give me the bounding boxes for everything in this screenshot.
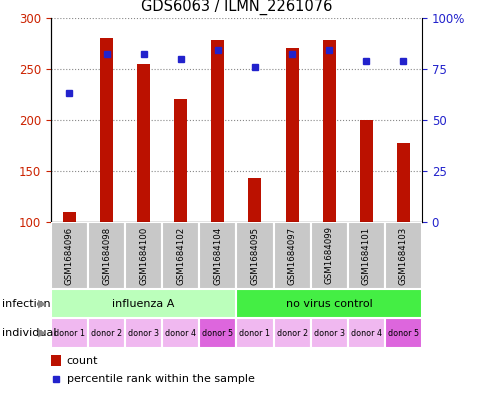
Text: ▶: ▶ — [37, 299, 46, 309]
Bar — [273, 222, 310, 289]
Bar — [137, 64, 150, 222]
Bar — [199, 318, 236, 348]
Text: GSM1684103: GSM1684103 — [398, 226, 407, 285]
Bar — [236, 318, 273, 348]
Text: donor 1: donor 1 — [54, 329, 85, 338]
Bar — [273, 318, 310, 348]
Bar — [125, 318, 162, 348]
Bar — [236, 222, 273, 289]
Text: GSM1684097: GSM1684097 — [287, 226, 296, 285]
Bar — [359, 120, 372, 222]
Bar — [51, 318, 88, 348]
Text: infection: infection — [2, 299, 51, 309]
Text: GSM1684101: GSM1684101 — [361, 226, 370, 285]
Bar — [347, 318, 384, 348]
Bar — [63, 212, 76, 222]
Bar — [248, 178, 261, 222]
Bar — [125, 222, 162, 289]
Text: GSM1684098: GSM1684098 — [102, 226, 111, 285]
Bar — [310, 222, 347, 289]
Text: influenza A: influenza A — [112, 299, 175, 309]
Bar — [199, 222, 236, 289]
Text: GSM1684095: GSM1684095 — [250, 226, 259, 285]
Title: GDS6063 / ILMN_2261076: GDS6063 / ILMN_2261076 — [140, 0, 332, 15]
Bar — [211, 40, 224, 222]
Bar — [100, 38, 113, 222]
Bar — [162, 222, 199, 289]
Text: GSM1684096: GSM1684096 — [65, 226, 74, 285]
Bar — [51, 289, 236, 318]
Text: donor 4: donor 4 — [165, 329, 196, 338]
Text: donor 2: donor 2 — [91, 329, 122, 338]
Bar — [310, 318, 347, 348]
Bar — [162, 318, 199, 348]
Bar — [384, 318, 421, 348]
Bar — [236, 289, 421, 318]
Text: ▶: ▶ — [37, 328, 46, 338]
Bar — [88, 318, 125, 348]
Text: percentile rank within the sample: percentile rank within the sample — [66, 374, 254, 384]
Text: donor 3: donor 3 — [128, 329, 159, 338]
Bar — [285, 48, 298, 222]
Bar — [51, 222, 88, 289]
Text: donor 1: donor 1 — [239, 329, 270, 338]
Text: GSM1684102: GSM1684102 — [176, 226, 185, 285]
Text: GSM1684099: GSM1684099 — [324, 226, 333, 285]
Text: count: count — [66, 356, 98, 366]
Bar — [347, 222, 384, 289]
Text: donor 2: donor 2 — [276, 329, 307, 338]
Text: donor 5: donor 5 — [202, 329, 233, 338]
Bar — [396, 143, 409, 222]
Bar — [174, 99, 187, 222]
Text: individual: individual — [2, 328, 57, 338]
Text: donor 4: donor 4 — [350, 329, 381, 338]
Bar — [88, 222, 125, 289]
Bar — [384, 222, 421, 289]
Bar — [322, 40, 335, 222]
Text: no virus control: no virus control — [285, 299, 372, 309]
Text: GSM1684100: GSM1684100 — [139, 226, 148, 285]
Bar — [51, 355, 61, 366]
Text: GSM1684104: GSM1684104 — [213, 226, 222, 285]
Text: donor 3: donor 3 — [313, 329, 344, 338]
Text: donor 5: donor 5 — [387, 329, 418, 338]
